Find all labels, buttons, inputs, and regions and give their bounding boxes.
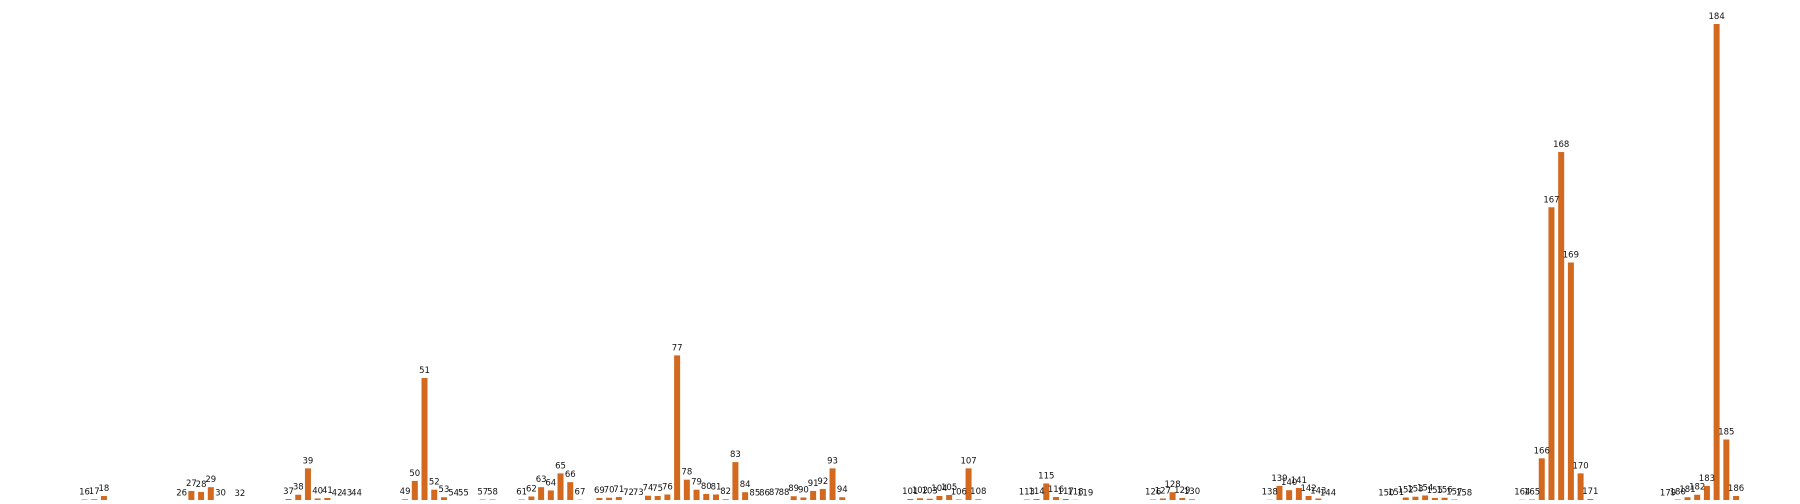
bar-75 xyxy=(655,496,661,500)
bar-186 xyxy=(1733,496,1739,500)
bar-label-119: 119 xyxy=(1077,488,1093,498)
bar-label-183: 183 xyxy=(1699,474,1715,484)
bar-label-78: 78 xyxy=(681,468,692,478)
bar-label-167: 167 xyxy=(1543,195,1559,205)
bar-label-165: 165 xyxy=(1524,487,1540,497)
bar-label-18: 18 xyxy=(99,484,110,494)
bar-label-66: 66 xyxy=(565,470,576,480)
bar-142 xyxy=(1306,496,1312,500)
bar-label-50: 50 xyxy=(409,469,420,479)
bar-64 xyxy=(548,490,554,500)
bar-label-106: 106 xyxy=(951,487,967,497)
bar-74 xyxy=(645,496,651,500)
bar-label-144: 144 xyxy=(1320,489,1336,499)
bar-label-168: 168 xyxy=(1553,140,1569,150)
bar-39 xyxy=(305,468,311,500)
bar-label-39: 39 xyxy=(303,456,314,466)
bar-label-94: 94 xyxy=(837,485,848,495)
bar-label-30: 30 xyxy=(215,488,226,498)
bar-label-29: 29 xyxy=(205,475,216,485)
bar-51 xyxy=(422,378,428,500)
bar-38 xyxy=(295,495,301,500)
bar-label-166: 166 xyxy=(1534,446,1550,456)
bar-label-67: 67 xyxy=(575,488,586,498)
bar-label-32: 32 xyxy=(235,489,246,499)
bar-62 xyxy=(528,496,534,500)
bar-154 xyxy=(1422,495,1428,500)
bar-label-49: 49 xyxy=(400,487,411,497)
bar-76 xyxy=(664,494,670,500)
bar-label-38: 38 xyxy=(293,483,304,493)
bar-label-130: 130 xyxy=(1184,487,1200,497)
bar-label-51: 51 xyxy=(419,366,430,376)
bar-label-82: 82 xyxy=(720,487,731,497)
bar-93 xyxy=(830,468,836,500)
bar-27 xyxy=(188,491,194,500)
bar-label-107: 107 xyxy=(960,456,976,466)
bar-140 xyxy=(1286,490,1292,500)
bar-label-93: 93 xyxy=(827,456,838,466)
bar-18 xyxy=(101,496,107,500)
bar-label-55: 55 xyxy=(458,489,469,499)
bar-80 xyxy=(703,494,709,500)
bar-77 xyxy=(674,355,680,500)
bar-52 xyxy=(431,490,437,500)
bar-label-169: 169 xyxy=(1563,251,1579,261)
bar-label-170: 170 xyxy=(1572,461,1588,471)
bar-label-158: 158 xyxy=(1456,489,1472,499)
bar-label-182: 182 xyxy=(1689,483,1705,493)
bar-92 xyxy=(820,489,826,500)
bar-78 xyxy=(684,480,690,500)
bar-label-108: 108 xyxy=(970,487,986,497)
bar-66 xyxy=(567,482,573,500)
bar-89 xyxy=(791,496,797,500)
bar-28 xyxy=(198,492,204,500)
bar-label-184: 184 xyxy=(1709,12,1725,22)
bar-81 xyxy=(713,494,719,500)
bar-label-76: 76 xyxy=(662,482,673,492)
bar-79 xyxy=(694,490,700,500)
bar-63 xyxy=(538,487,544,500)
bar-label-171: 171 xyxy=(1582,487,1598,497)
bar-label-83: 83 xyxy=(730,450,741,460)
bar-label-114: 114 xyxy=(1028,487,1044,497)
bar-label-77: 77 xyxy=(672,343,683,353)
bar-label-92: 92 xyxy=(817,477,828,487)
bar-label-26: 26 xyxy=(176,489,187,499)
bar-29 xyxy=(208,487,214,500)
bar-84 xyxy=(742,492,748,500)
bar-label-58: 58 xyxy=(487,487,498,497)
bar-label-62: 62 xyxy=(526,484,537,494)
bar-label-138: 138 xyxy=(1262,488,1278,498)
bar-91 xyxy=(810,491,816,500)
bar-label-44: 44 xyxy=(351,488,362,498)
bar-label-64: 64 xyxy=(545,478,556,488)
bar-label-186: 186 xyxy=(1728,484,1744,494)
bar-50 xyxy=(412,481,418,500)
bar-label-185: 185 xyxy=(1718,427,1734,437)
bar-182 xyxy=(1694,495,1700,500)
bar-65 xyxy=(558,473,564,500)
bar-label-115: 115 xyxy=(1038,471,1054,481)
bar-83 xyxy=(732,462,738,500)
